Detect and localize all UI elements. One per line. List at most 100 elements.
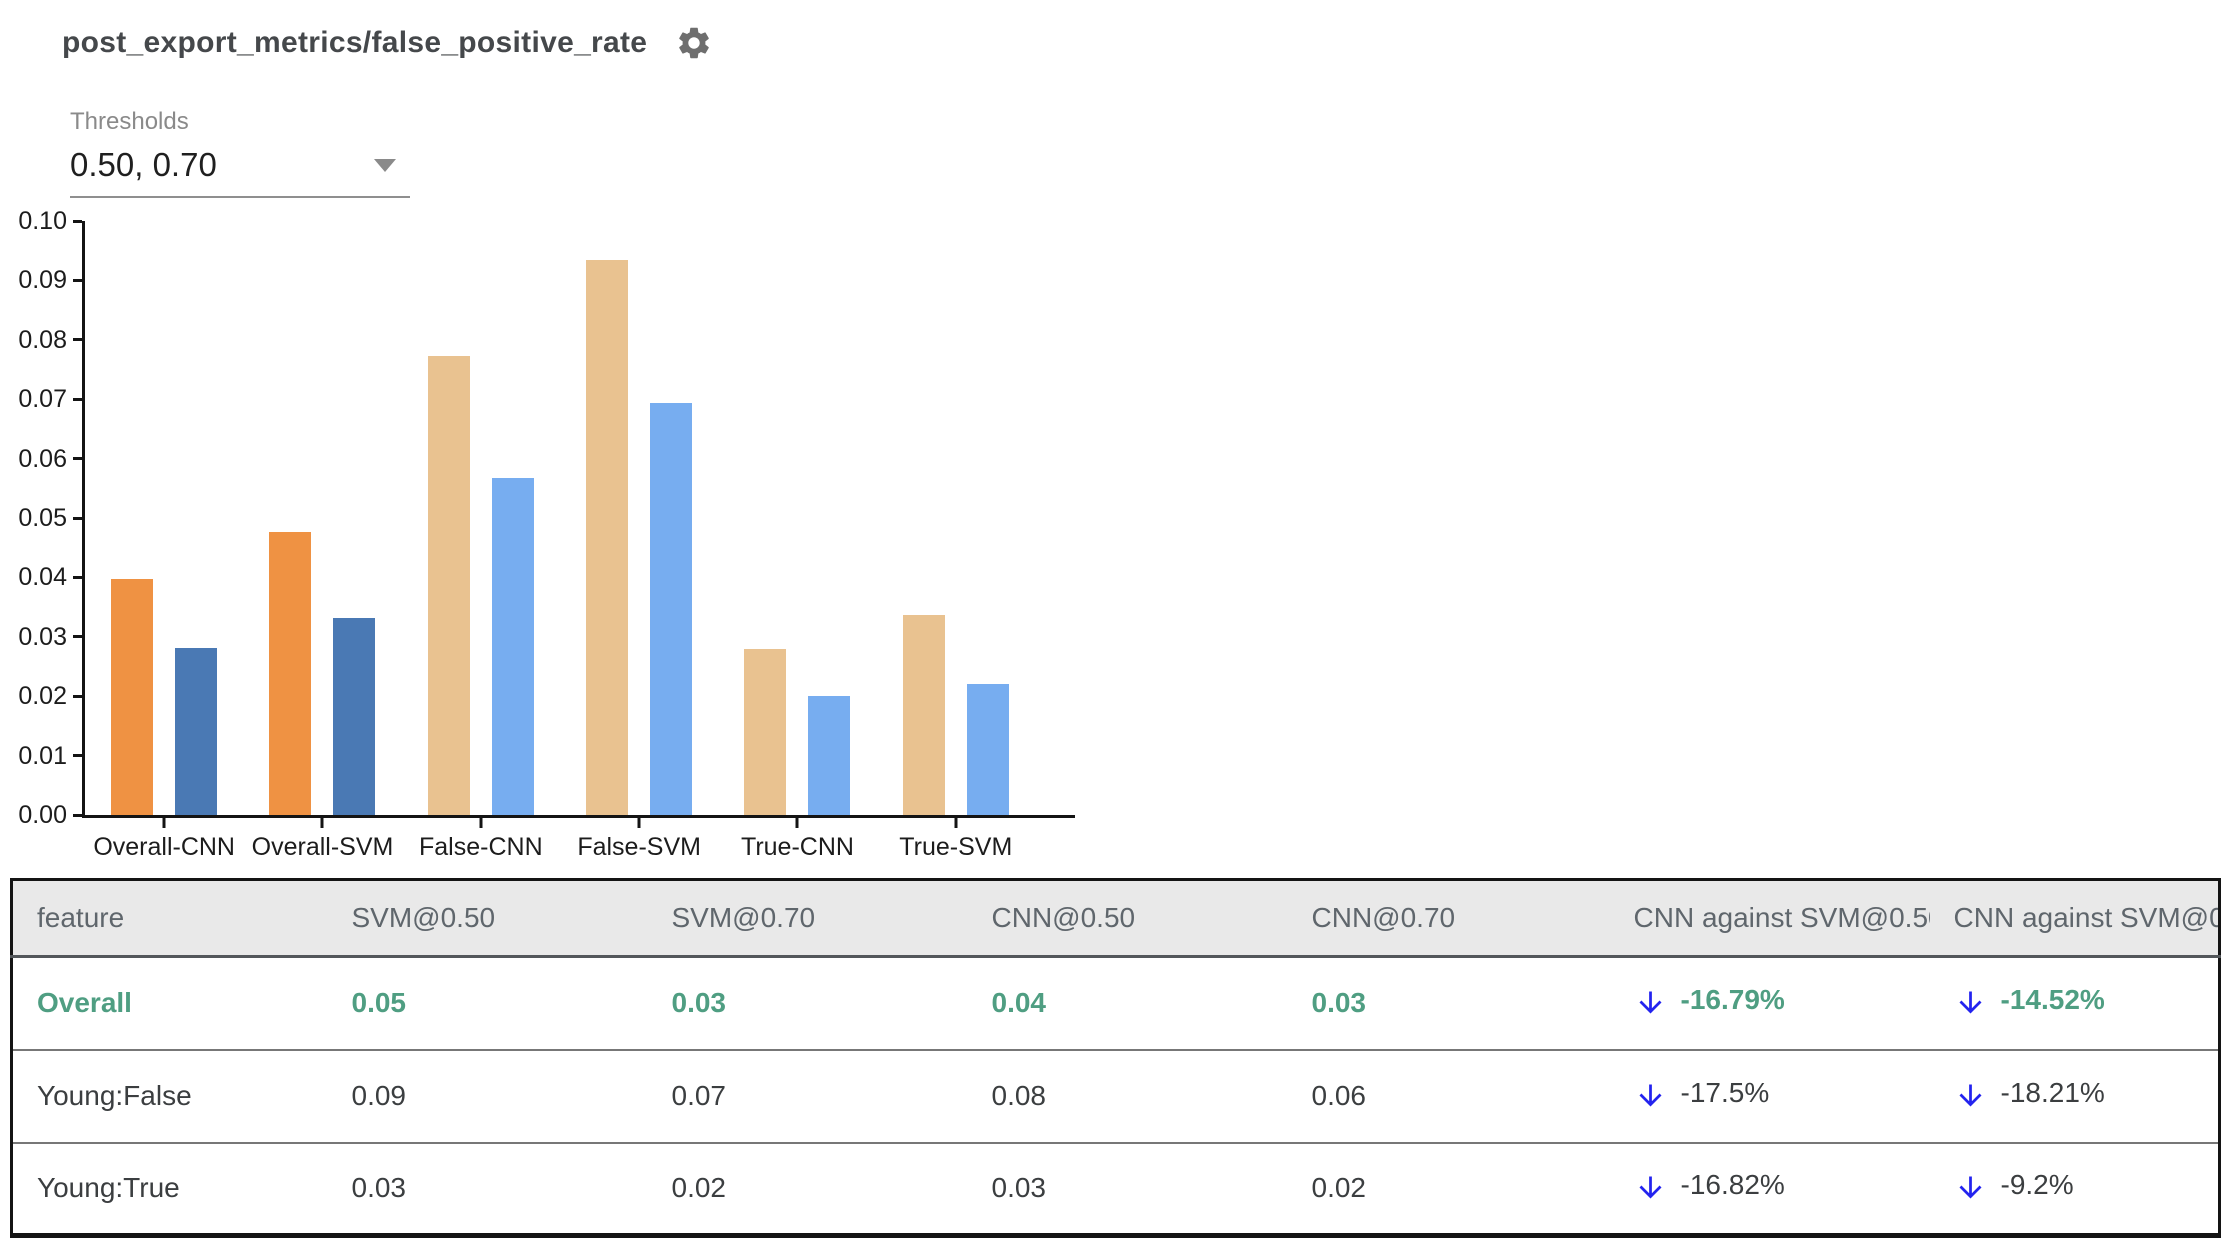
bar[interactable]: [808, 695, 851, 815]
table-row-young-true: Young:True 0.03 0.02 0.03 0.02 -16.82% -…: [11, 1141, 2220, 1236]
settings-button[interactable]: [675, 24, 713, 62]
y-tick: [73, 575, 82, 579]
down-arrow-icon: [1639, 1084, 1661, 1107]
bar-group: True-SVM: [877, 221, 1035, 861]
feature-cell: Young:True: [11, 1141, 328, 1236]
bar[interactable]: [175, 647, 218, 815]
y-tick: [73, 219, 82, 223]
value-cell: 0.03: [967, 1141, 1288, 1236]
bar-chart: Overall-CNN Overall-SVM False-CNN False-SVM…: [0, 0, 1150, 880]
y-tick: [73, 397, 82, 401]
bar[interactable]: [650, 402, 693, 815]
down-arrow-icon: [1639, 1176, 1661, 1199]
change-value: -18.21%: [2000, 1076, 2105, 1108]
change-value: -17.5%: [1680, 1076, 1770, 1108]
header: post_export_metrics/false_positive_rate: [62, 24, 713, 62]
bar-groups: Overall-CNN Overall-SVM False-CNN False-SVM…: [85, 221, 1035, 861]
thresholds-label: Thresholds: [70, 108, 189, 135]
y-tick: [73, 457, 82, 461]
x-axis-label: False-SVM: [577, 833, 701, 861]
x-tick: [320, 818, 324, 828]
bar[interactable]: [744, 649, 787, 815]
value-cell: 0.05: [327, 955, 648, 1050]
change-cell: -14.52%: [1929, 955, 2220, 1050]
y-axis-tick-label: 0.10: [18, 207, 67, 235]
bar-group: True-CNN: [718, 221, 876, 861]
value-cell: 0.02: [1287, 1141, 1610, 1236]
value-cell: 0.07: [647, 1048, 968, 1143]
x-axis-label: False-CNN: [419, 833, 543, 861]
column-header-cnn-vs-svm-070: CNN against SVM@0.70: [1929, 879, 2220, 958]
x-axis-label: Overall-SVM: [251, 833, 394, 861]
y-axis-tick-label: 0.07: [18, 385, 67, 414]
column-header-cnn-070: CNN@0.70: [1287, 879, 1610, 958]
y-axis-line: [82, 221, 85, 818]
y-axis-tick-label: 0.01: [18, 741, 67, 770]
value-cell: 0.09: [327, 1048, 648, 1143]
y-axis-tick-label: 0.02: [18, 682, 67, 711]
value-cell: 0.06: [1287, 1048, 1610, 1143]
column-header-cnn-vs-svm-050: CNN against SVM@0.50: [1609, 879, 1930, 958]
bar[interactable]: [902, 614, 945, 815]
value-cell: 0.02: [647, 1141, 968, 1236]
y-tick: [73, 754, 82, 758]
column-header-svm-050: SVM@0.50: [327, 879, 648, 958]
value-cell: 0.04: [967, 955, 1288, 1050]
y-tick: [73, 635, 82, 639]
column-header-feature: feature: [11, 879, 328, 958]
y-tick: [73, 338, 82, 342]
change-cell: -18.21%: [1929, 1048, 2220, 1143]
x-tick: [795, 818, 799, 828]
gear-icon: [679, 27, 710, 59]
bar[interactable]: [269, 532, 312, 815]
down-arrow-icon: [1639, 991, 1661, 1014]
bar[interactable]: [966, 684, 1009, 815]
bar[interactable]: [333, 618, 376, 815]
change-value: -16.82%: [1680, 1168, 1785, 1200]
value-cell: 0.03: [327, 1141, 648, 1236]
value-cell: 0.08: [967, 1048, 1288, 1143]
metrics-table: feature SVM@0.50 SVM@0.70 CNN@0.50 CNN@0…: [10, 878, 2221, 1238]
x-tick: [637, 818, 641, 828]
y-tick: [73, 516, 82, 520]
change-cell: -9.2%: [1929, 1141, 2220, 1236]
y-tick: [73, 278, 82, 282]
x-tick: [479, 818, 483, 828]
table-row-young-false: Young:False 0.09 0.07 0.08 0.06 -17.5% -…: [11, 1048, 2220, 1143]
bar[interactable]: [586, 259, 629, 815]
change-cell: -17.5%: [1609, 1048, 1930, 1143]
value-cell: 0.03: [1287, 955, 1610, 1050]
change-value: -14.52%: [2000, 983, 2105, 1015]
y-tick: [73, 813, 82, 817]
change-value: -9.2%: [2000, 1168, 2074, 1200]
column-header-svm-070: SVM@0.70: [647, 879, 968, 958]
feature-cell: Overall: [11, 955, 328, 1050]
plot-area: Overall-CNN Overall-SVM False-CNN False-SVM…: [18, 207, 1075, 861]
thresholds-control: Thresholds 0.50, 0.70: [70, 108, 410, 198]
bar-group: Overall-SVM: [243, 221, 401, 861]
column-header-cnn-050: CNN@0.50: [967, 879, 1288, 958]
table-header-row: feature SVM@0.50 SVM@0.70 CNN@0.50 CNN@0…: [11, 879, 2220, 958]
y-axis-tick-label: 0.08: [18, 325, 67, 354]
change-cell: -16.82%: [1609, 1141, 1930, 1236]
y-axis-tick-label: 0.05: [18, 504, 67, 532]
down-arrow-icon: [1959, 991, 1981, 1014]
table-row-overall: Overall 0.05 0.03 0.04 0.03 -16.79% -14.…: [11, 955, 2220, 1050]
bar[interactable]: [111, 579, 154, 815]
bar-group: Overall-CNN: [85, 221, 243, 861]
bar[interactable]: [427, 356, 470, 815]
y-tick: [73, 694, 82, 698]
thresholds-select[interactable]: 0.50, 0.70: [70, 144, 410, 198]
page-title: post_export_metrics/false_positive_rate: [62, 26, 648, 59]
bar[interactable]: [491, 477, 534, 815]
y-axis-tick-label: 0.06: [18, 444, 67, 473]
y-axis-tick-label: 0.09: [18, 266, 67, 295]
thresholds-value: 0.50, 0.70: [70, 146, 217, 183]
x-tick: [162, 818, 166, 828]
feature-cell: Young:False: [11, 1048, 328, 1143]
down-arrow-icon: [1959, 1084, 1981, 1107]
down-arrow-icon: [1959, 1176, 1981, 1199]
y-axis-tick-label: 0.04: [18, 563, 67, 592]
change-value: -16.79%: [1680, 983, 1785, 1015]
